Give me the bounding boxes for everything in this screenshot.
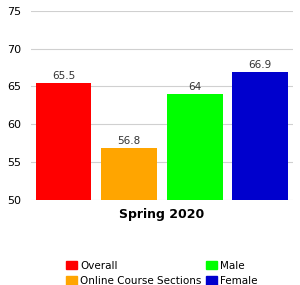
Bar: [167, 94, 223, 285]
Bar: [101, 148, 157, 285]
X-axis label: Spring 2020: Spring 2020: [119, 208, 205, 221]
Bar: [232, 72, 288, 285]
Text: 66.9: 66.9: [249, 60, 272, 70]
Text: 56.8: 56.8: [118, 136, 141, 146]
Legend: Overall, Online Course Sections, Male, Female: Overall, Online Course Sections, Male, F…: [63, 258, 261, 285]
Bar: [36, 83, 92, 285]
Text: 64: 64: [188, 82, 201, 92]
Text: 65.5: 65.5: [52, 71, 75, 81]
